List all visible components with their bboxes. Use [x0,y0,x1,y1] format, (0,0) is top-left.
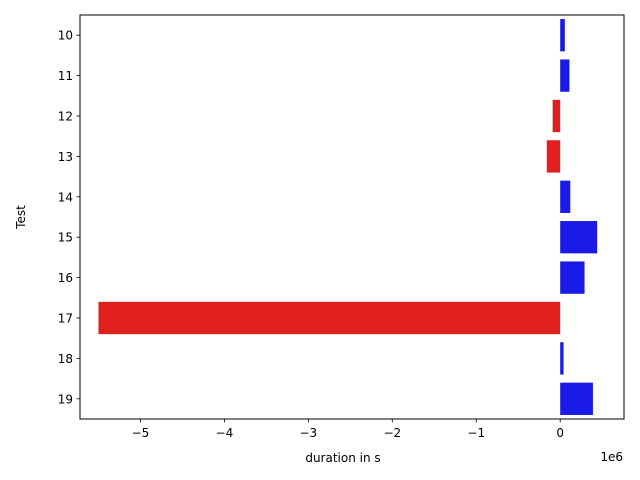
bar-test-14 [560,180,571,213]
x-tick-label: −2 [383,426,401,440]
y-tick-label: 13 [58,150,73,164]
y-tick-label: 17 [58,312,73,326]
bar-test-12 [552,99,561,133]
y-axis-label: Test [14,205,28,230]
y-tick-label: 14 [58,190,73,204]
bar-test-10 [560,19,565,52]
y-tick-label: 18 [58,352,73,366]
x-tick-label: 0 [556,426,564,440]
x-axis-offset-text: 1e6 [600,450,623,464]
plot-frame [79,14,625,420]
y-tick-label: 11 [58,69,73,83]
x-tick-label: −4 [216,426,234,440]
bars-group [98,19,598,415]
bar-test-19 [560,382,593,415]
y-tick-label: 16 [58,271,73,285]
bar-test-16 [560,261,585,294]
x-axis-label: duration in s [305,451,380,465]
x-tick-label: −3 [299,426,317,440]
y-tick-label: 15 [58,231,73,245]
bar-test-11 [560,59,570,92]
y-axis: 10 11 12 13 14 15 16 17 18 19 [58,29,80,406]
bar-test-13 [546,140,561,173]
bar-test-18 [560,342,564,375]
bar-test-15 [560,221,598,254]
y-tick-label: 10 [58,29,73,43]
x-axis: −5 −4 −3 −2 −1 0 [132,419,564,440]
x-tick-label: −1 [467,426,485,440]
bar-test-17 [98,301,561,335]
y-tick-label: 19 [58,392,73,406]
y-tick-label: 12 [58,110,73,124]
x-tick-label: −5 [132,426,150,440]
